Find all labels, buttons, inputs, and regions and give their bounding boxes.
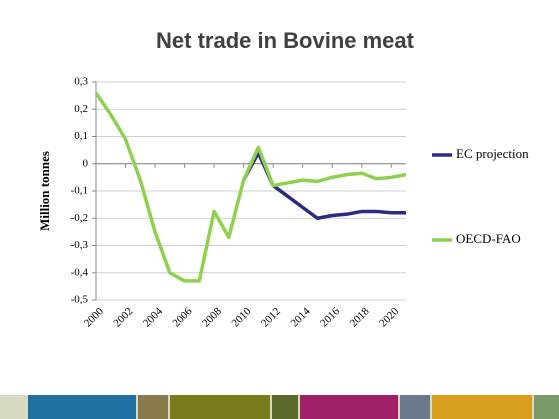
line-series bbox=[94, 91, 407, 283]
y-tick-label: -0,2 bbox=[71, 212, 88, 224]
strip-image bbox=[272, 395, 298, 419]
y-axis-label: Million tonnes bbox=[37, 151, 52, 231]
strip-image bbox=[400, 395, 430, 419]
line-series bbox=[242, 151, 406, 220]
legend-label: EC projection bbox=[456, 146, 529, 161]
chart-title: Net trade in Bovine meat bbox=[156, 28, 415, 53]
x-tick-label: 2016 bbox=[318, 305, 342, 329]
y-tick-label: -0,1 bbox=[71, 185, 88, 197]
x-tick-label: 2018 bbox=[348, 305, 372, 329]
x-tick-label: 2002 bbox=[111, 305, 135, 329]
x-tick-label: 2012 bbox=[259, 305, 283, 329]
strip-block bbox=[432, 395, 532, 419]
x-tick-label: 2020 bbox=[377, 305, 401, 329]
y-tick-label: -0,4 bbox=[71, 266, 89, 278]
x-tick-label: 2004 bbox=[141, 305, 165, 329]
strip-image bbox=[138, 395, 168, 419]
x-tick-label: 2008 bbox=[200, 305, 224, 329]
footer-strip bbox=[0, 395, 559, 419]
y-tick-label: 0,1 bbox=[74, 130, 88, 142]
x-tick-label: 2014 bbox=[289, 305, 313, 329]
legend-label: OECD-FAO bbox=[456, 231, 521, 246]
strip-block bbox=[170, 395, 270, 419]
y-tick-label: 0,3 bbox=[74, 76, 88, 88]
strip-block bbox=[28, 395, 136, 419]
x-tick-label: 2006 bbox=[170, 305, 194, 329]
strip-block bbox=[300, 395, 398, 419]
y-tick-label: 0,2 bbox=[74, 103, 88, 115]
y-tick-label: -0,5 bbox=[71, 294, 89, 306]
y-tick-label: 0 bbox=[83, 157, 89, 169]
strip-image bbox=[534, 395, 559, 419]
x-tick-label: 2000 bbox=[82, 305, 106, 329]
x-tick-label: 2010 bbox=[229, 305, 253, 329]
y-tick-label: -0,3 bbox=[71, 239, 89, 251]
